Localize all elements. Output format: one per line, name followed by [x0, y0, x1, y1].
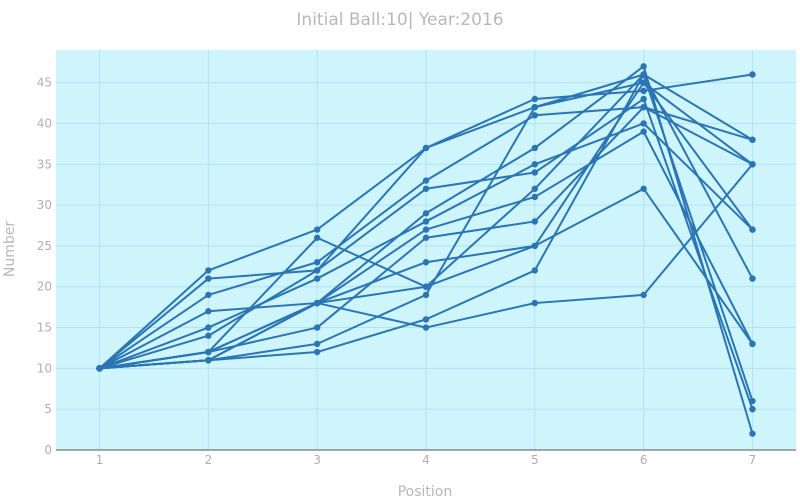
data-point	[205, 348, 212, 356]
data-point	[531, 169, 539, 176]
data-point	[205, 267, 212, 274]
data-point	[640, 291, 647, 299]
data-point	[640, 103, 647, 111]
data-point	[640, 87, 647, 95]
data-point	[640, 128, 647, 135]
data-point	[640, 185, 647, 192]
data-point	[749, 71, 756, 78]
x-axis-title: Position	[398, 484, 453, 500]
y-tick-label: 20	[37, 280, 52, 294]
y-tick-label: 35	[37, 157, 52, 171]
chart-title: Initial Ball:10| Year:2016	[296, 10, 503, 30]
data-point	[422, 226, 430, 233]
data-point	[205, 357, 212, 364]
y-tick-label: 45	[37, 76, 52, 90]
data-point	[422, 316, 430, 323]
data-point	[96, 365, 103, 372]
data-point	[422, 324, 430, 331]
data-point	[422, 218, 430, 225]
data-point	[749, 161, 756, 168]
data-point	[422, 234, 430, 241]
y-tick-label: 5	[44, 402, 52, 416]
y-tick-label: 10	[37, 361, 52, 375]
data-point	[640, 71, 647, 78]
data-point	[531, 103, 539, 111]
data-point	[640, 79, 647, 86]
y-tick-label: 40	[37, 116, 52, 130]
data-point	[313, 299, 321, 307]
data-point	[749, 226, 756, 233]
data-point	[531, 185, 539, 192]
data-point	[531, 193, 539, 201]
data-point	[531, 299, 539, 307]
data-point	[531, 161, 539, 168]
data-point	[205, 275, 212, 282]
data-point	[531, 218, 539, 225]
data-point	[205, 324, 212, 331]
data-point	[313, 348, 321, 356]
data-point	[422, 177, 430, 184]
x-tick-label: 5	[531, 453, 539, 467]
data-point	[749, 275, 756, 282]
data-point	[205, 291, 212, 299]
data-point	[531, 267, 539, 274]
data-point	[205, 308, 212, 315]
data-point	[422, 283, 430, 290]
data-point	[531, 95, 539, 103]
x-tick-label: 4	[422, 453, 430, 467]
data-point	[422, 144, 430, 152]
x-tick-label: 7	[749, 453, 757, 467]
data-point	[749, 340, 756, 348]
data-point	[640, 95, 647, 103]
data-point	[313, 324, 321, 331]
y-tick-label: 15	[37, 321, 52, 335]
data-point	[313, 267, 321, 274]
x-tick-label: 6	[640, 453, 648, 467]
y-axis-title: Number	[2, 221, 18, 277]
data-point	[640, 63, 647, 70]
y-tick-label: 0	[44, 443, 52, 457]
data-point	[749, 397, 756, 405]
x-tick-label: 1	[96, 453, 104, 467]
series-group	[96, 63, 756, 437]
series-6	[96, 95, 756, 413]
data-point	[422, 210, 430, 217]
data-point	[313, 340, 321, 348]
x-tick-label: 3	[313, 453, 321, 467]
data-point	[749, 430, 756, 437]
data-point	[313, 275, 321, 282]
data-point	[531, 242, 539, 250]
data-point	[422, 185, 430, 192]
series-14	[96, 185, 756, 372]
data-point	[749, 405, 756, 413]
data-point	[313, 259, 321, 266]
x-tick-label: 2	[205, 453, 213, 467]
data-point	[531, 144, 539, 152]
y-tick-label: 30	[37, 198, 52, 212]
data-point	[640, 120, 647, 127]
data-point	[205, 332, 212, 339]
data-point	[313, 234, 321, 241]
data-point	[313, 226, 321, 233]
data-point	[531, 112, 539, 119]
data-point	[749, 136, 756, 143]
y-tick-label: 25	[37, 239, 52, 253]
data-point	[422, 291, 430, 299]
data-point	[422, 259, 430, 266]
